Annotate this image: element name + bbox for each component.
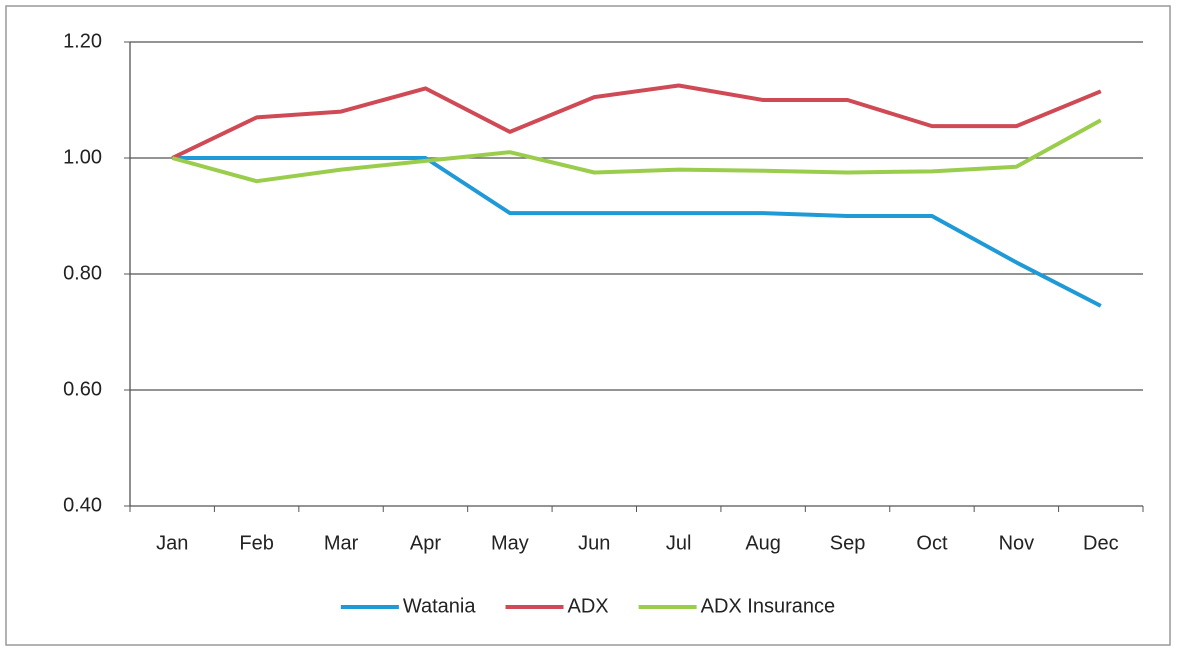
y-tick-label: 1.00 xyxy=(63,146,102,168)
x-tick-label: Jul xyxy=(666,532,692,554)
x-tick-label: Jun xyxy=(578,532,610,554)
x-tick-label: Mar xyxy=(324,532,359,554)
x-tick-label: Aug xyxy=(745,532,781,554)
x-tick-label: Nov xyxy=(999,532,1035,554)
x-tick-label: Sep xyxy=(830,532,866,554)
x-tick-label: Jan xyxy=(156,532,188,554)
x-tick-label: May xyxy=(491,532,529,554)
series-line xyxy=(171,118,1102,184)
legend-label: ADX Insurance xyxy=(701,595,836,617)
x-tick-label: Feb xyxy=(239,532,273,554)
y-tick-label: 0.80 xyxy=(63,262,102,284)
series-line xyxy=(172,156,1102,308)
x-tick-label: Apr xyxy=(410,532,441,554)
legend-label: Watania xyxy=(403,595,477,617)
x-tick-label: Oct xyxy=(916,532,948,554)
y-tick-label: 1.20 xyxy=(63,30,102,52)
x-tick-label: Dec xyxy=(1083,532,1119,554)
legend-label: ADX xyxy=(568,595,609,617)
chart-frame xyxy=(5,5,1171,646)
series-line xyxy=(171,83,1102,160)
y-tick-label: 0.40 xyxy=(63,494,102,516)
y-tick-label: 0.60 xyxy=(63,378,102,400)
